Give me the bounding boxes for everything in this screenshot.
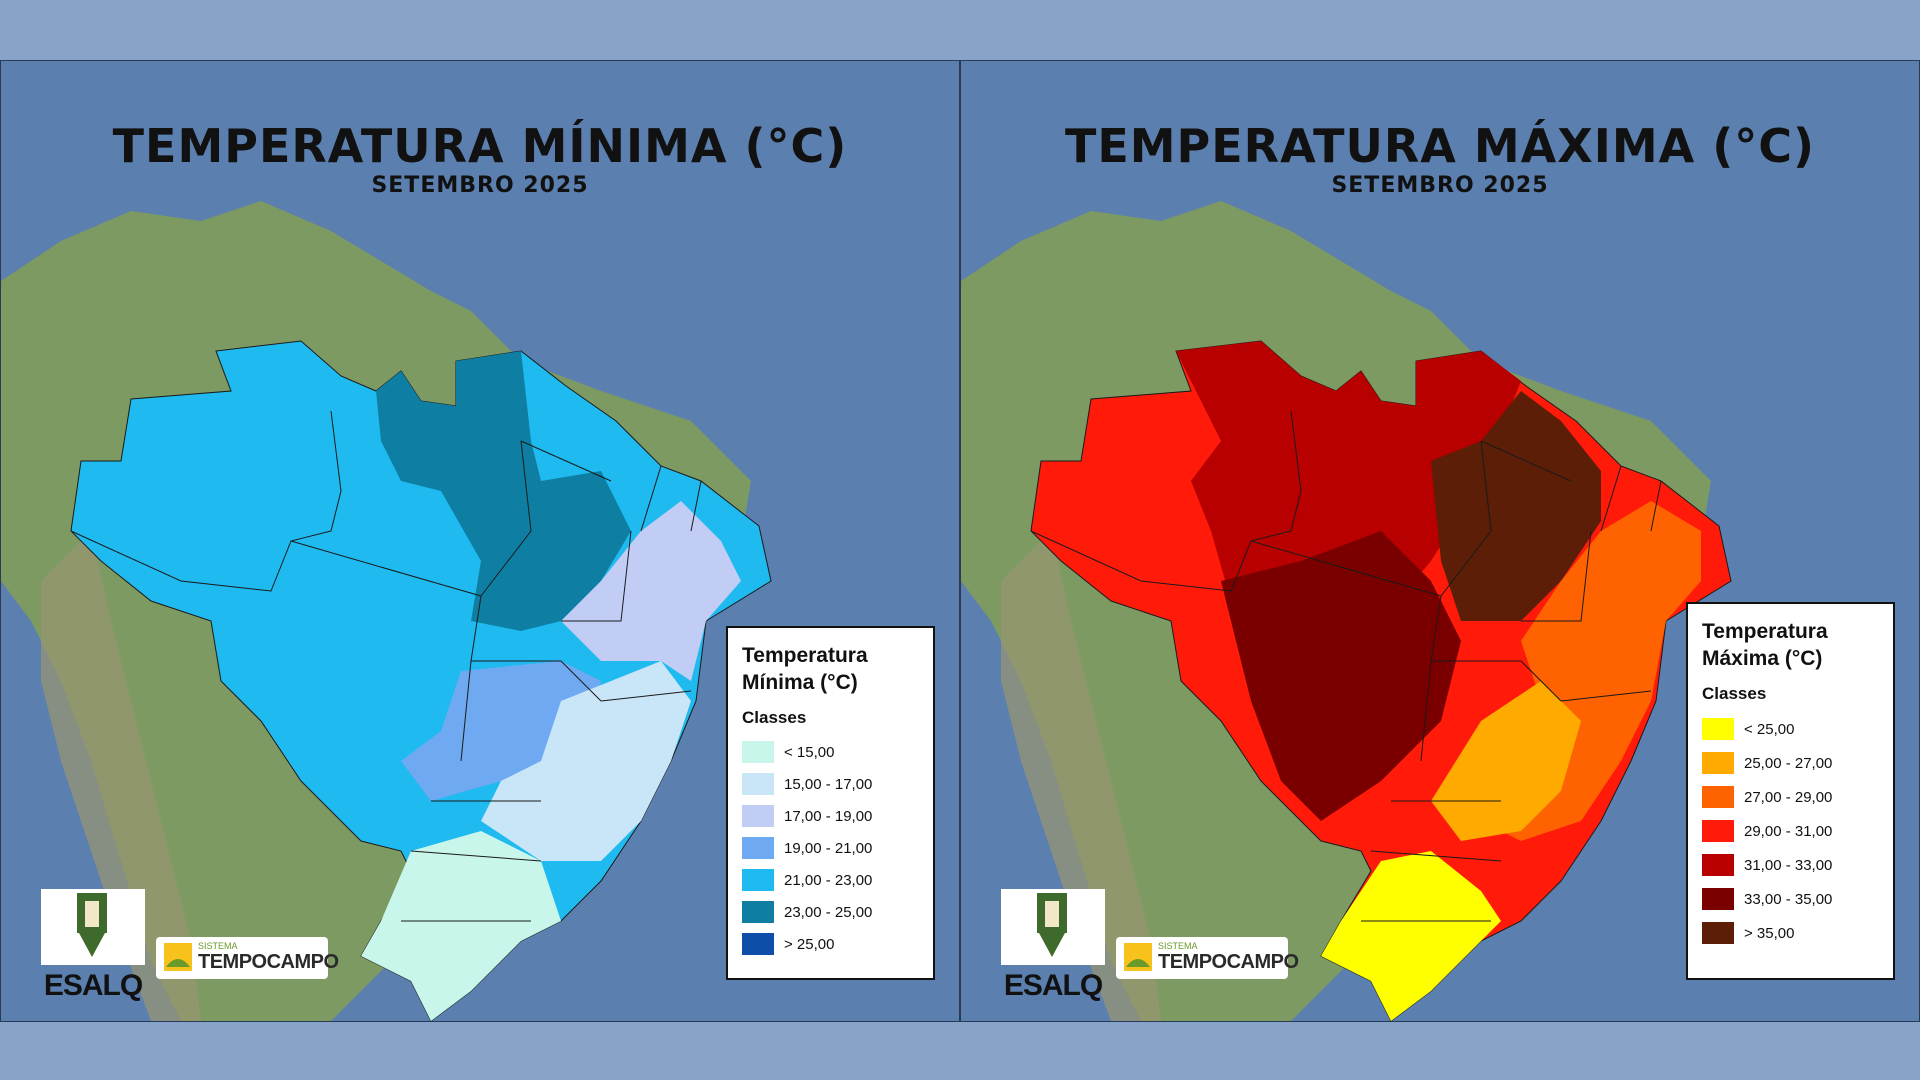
legend-label: 15,00 - 17,00 [784, 775, 873, 793]
legend-item: 15,00 - 17,00 [742, 768, 919, 800]
legend-item: 19,00 - 21,00 [742, 832, 919, 864]
tempocampo-sun-icon [164, 943, 192, 971]
temp-zone-19-21 [401, 661, 601, 801]
tempocampo-logo: SISTEMA TEMPOCAMPO [156, 937, 339, 979]
state-borders [70, 410, 702, 922]
legend-swatch [1702, 922, 1734, 944]
esalq-logo: ESALQ [1001, 889, 1105, 1007]
map-legend: Temperatura Máxima (°C) Classes < 25,00 2… [1686, 602, 1895, 980]
legend-label: > 35,00 [1744, 924, 1795, 942]
legend-item: > 35,00 [1702, 916, 1879, 950]
map-subtitle: SETEMBRO 2025 [1331, 173, 1549, 198]
legend-label: < 25,00 [1744, 720, 1795, 738]
temp-zone-15-17 [481, 661, 691, 861]
legend-item: < 15,00 [742, 736, 919, 768]
legend-item: 33,00 - 35,00 [1702, 882, 1879, 916]
tempocampo-big-text: TEMPOCAMPO [198, 951, 339, 973]
legend-classes-label: Classes [742, 708, 807, 727]
legend-swatch [742, 741, 774, 763]
legend-label: 31,00 - 33,00 [1744, 856, 1833, 874]
legend-title: Temperatura Máxima (°C) [1702, 620, 1828, 670]
map-title: TEMPERATURA MÍNIMA (°C) [112, 119, 848, 173]
legend-item: 23,00 - 25,00 [742, 896, 919, 928]
tempocampo-sun-icon [1124, 943, 1152, 971]
legend-label: 33,00 - 35,00 [1744, 890, 1833, 908]
legend-swatch [1702, 752, 1734, 774]
andes-relief [1001, 531, 1161, 1021]
legend-label: 19,00 - 21,00 [784, 839, 873, 857]
legend-label: 29,00 - 31,00 [1744, 822, 1833, 840]
legend-label: 27,00 - 29,00 [1744, 788, 1833, 806]
legend-swatch [1702, 718, 1734, 740]
legend-label: 17,00 - 19,00 [784, 807, 873, 825]
map-subtitle: SETEMBRO 2025 [371, 173, 589, 198]
legend-swatch [1702, 888, 1734, 910]
temp-zone-below-25 [1321, 851, 1501, 1021]
legend-swatch [742, 837, 774, 859]
legend-item: 17,00 - 19,00 [742, 800, 919, 832]
legend-classes-label: Classes [1702, 684, 1767, 703]
max-temperature-map-panel: TEMPERATURA MÁXIMA (°C) SETEMBRO 2025 Te… [960, 60, 1920, 1022]
state-borders [1030, 410, 1662, 922]
legend-items: < 15,00 15,00 - 17,00 17,00 - 19,00 19,00 -… [742, 736, 919, 960]
legend-swatch [1702, 820, 1734, 842]
legend-swatch [742, 805, 774, 827]
temp-zone-below-15 [361, 831, 561, 1021]
min-temperature-map [1, 61, 959, 1021]
legend-item: 29,00 - 31,00 [1702, 814, 1879, 848]
legend-item: > 25,00 [742, 928, 919, 960]
min-temperature-map-panel: TEMPERATURA MÍNIMA (°C) SETEMBRO 2025 Te… [0, 60, 960, 1022]
legend-swatch [742, 773, 774, 795]
legend-title: Temperatura Mínima (°C) [742, 644, 868, 694]
esalq-emblem [41, 889, 145, 965]
legend-swatch [1702, 854, 1734, 876]
legend-label: < 15,00 [784, 743, 835, 761]
legend-item: 27,00 - 29,00 [1702, 780, 1879, 814]
tempocampo-small-text: SISTEMA [198, 941, 238, 951]
legend-label: 21,00 - 23,00 [784, 871, 873, 889]
legend-swatch [1702, 786, 1734, 808]
temp-zone-17-19 [561, 501, 741, 681]
temp-zone-above-35 [1431, 391, 1601, 621]
legend-swatch [742, 901, 774, 923]
legend-item: < 25,00 [1702, 712, 1879, 746]
map-title: TEMPERATURA MÁXIMA (°C) [1064, 119, 1816, 173]
map-legend: Temperatura Mínima (°C) Classes < 15,00 1… [726, 626, 935, 980]
legend-swatch [742, 933, 774, 955]
andes-relief [41, 531, 201, 1021]
esalq-text: ESALQ [1003, 969, 1103, 1002]
tempocampo-big-text: TEMPOCAMPO [1158, 951, 1299, 973]
esalq-logo: ESALQ [41, 889, 145, 1007]
esalq-emblem [1001, 889, 1105, 965]
legend-swatch [742, 869, 774, 891]
tempocampo-small-text: SISTEMA [1158, 941, 1198, 951]
temp-zone-23-25 [376, 351, 631, 631]
legend-label: 23,00 - 25,00 [784, 903, 873, 921]
temp-zone-33-35 [1221, 531, 1461, 821]
legend-label: > 25,00 [784, 935, 835, 953]
tempocampo-logo: SISTEMA TEMPOCAMPO [1116, 937, 1299, 979]
legend-items: < 25,00 25,00 - 27,00 27,00 - 29,00 29,00 -… [1702, 712, 1879, 950]
legend-label: 25,00 - 27,00 [1744, 754, 1833, 772]
legend-item: 31,00 - 33,00 [1702, 848, 1879, 882]
max-temperature-map [961, 61, 1919, 1021]
legend-item: 25,00 - 27,00 [1702, 746, 1879, 780]
legend-item: 21,00 - 23,00 [742, 864, 919, 896]
esalq-text: ESALQ [43, 969, 143, 1002]
